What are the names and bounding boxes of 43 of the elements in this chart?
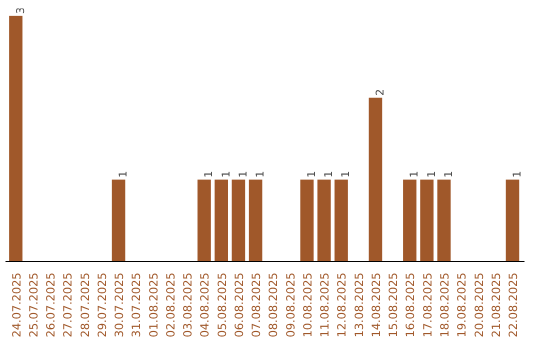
x-tick-label: 25.07.2025 (26, 272, 40, 338)
x-tick-label: 29.07.2025 (94, 272, 109, 338)
data-label: 1 (442, 170, 455, 178)
x-tick-label: 16.08.2025 (403, 272, 418, 338)
data-label: 1 (304, 170, 318, 178)
x-tick-label: 14.08.2025 (368, 272, 383, 338)
x-tick-label: 26.07.2025 (44, 272, 58, 338)
x-tick-label: 06.08.2025 (232, 272, 246, 338)
x-tick-label: 22.08.2025 (506, 272, 520, 338)
x-tick-label: 11.08.2025 (318, 272, 332, 338)
x-tick-label: 31.07.2025 (129, 272, 144, 338)
x-tick-label: 08.08.2025 (266, 272, 280, 338)
x-tick-label: 19.08.2025 (454, 272, 469, 338)
x-tick-label: 30.07.2025 (112, 272, 126, 338)
x-tick-label: 15.08.2025 (386, 272, 400, 338)
data-label: 1 (510, 170, 524, 178)
data-label: 1 (322, 170, 336, 178)
x-tick-label: 20.08.2025 (472, 272, 486, 338)
x-tick-label: 13.08.2025 (352, 272, 366, 338)
x-tick-label: 02.08.2025 (163, 272, 178, 338)
x-tick-label: 10.08.2025 (300, 272, 314, 338)
data-label: 1 (339, 170, 352, 178)
x-tick-label: 04.08.2025 (198, 272, 212, 338)
data-label: 1 (254, 170, 267, 178)
x-tick-label: 27.07.2025 (60, 272, 75, 338)
data-label: 1 (424, 170, 438, 178)
x-tick-label: 12.08.2025 (334, 272, 349, 338)
x-tick-label: 09.08.2025 (283, 272, 298, 338)
x-tick-label: 21.08.2025 (488, 272, 503, 338)
x-tick-label: 24.07.2025 (9, 272, 24, 338)
x-tick-label: 01.08.2025 (146, 272, 160, 338)
x-tick-label: 07.08.2025 (249, 272, 264, 338)
data-label: 1 (116, 170, 130, 178)
data-label: 1 (236, 170, 250, 178)
x-tick-label: 03.08.2025 (180, 272, 195, 338)
data-label: 1 (202, 170, 216, 178)
data-label: 1 (219, 170, 232, 178)
x-tick-label: 05.08.2025 (214, 272, 229, 338)
x-tick-label: 17.08.2025 (420, 272, 434, 338)
x-tick-label: 18.08.2025 (437, 272, 452, 338)
data-label: 1 (408, 170, 421, 178)
data-label: 2 (373, 88, 386, 96)
x-tick-label: 28.07.2025 (78, 272, 92, 338)
